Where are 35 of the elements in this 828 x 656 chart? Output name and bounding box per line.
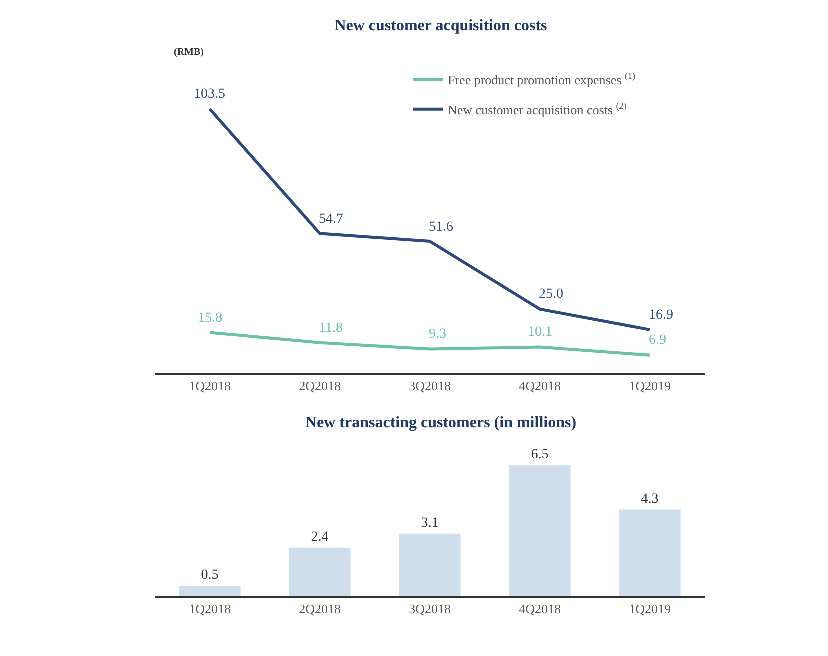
y-axis-title: (RMB) [174,47,204,58]
data-label: 25.0 [539,287,564,302]
data-label: 2.4 [311,530,329,545]
data-label: 11.8 [319,321,343,336]
bar [399,534,461,596]
bar [289,548,351,596]
data-label: 51.6 [429,220,454,235]
x-tick-label: 1Q2019 [629,602,671,617]
x-tick-label: 3Q2018 [409,378,451,394]
chart-title: New customer acquisition costs [334,18,548,35]
data-label: 103.5 [194,87,226,102]
x-tick-label: 1Q2019 [629,378,671,394]
x-tick-label: 1Q2018 [189,378,231,394]
data-label: 0.5 [201,568,219,583]
data-label: 54.7 [319,212,344,227]
x-tick-label: 4Q2018 [519,602,561,617]
bar [179,586,241,596]
data-label: 3.1 [421,516,439,531]
x-tick-label: 1Q2018 [189,602,231,617]
x-tick-label: 4Q2018 [519,378,561,394]
data-label: 6.9 [649,333,666,348]
data-label: 10.1 [528,325,552,340]
data-label: 16.9 [649,308,674,323]
bar [619,510,681,596]
legend-label: New customer acquisition costs $^{(2)}$ [448,101,627,118]
bar [509,466,571,596]
data-label: 15.8 [198,311,222,326]
legend-label: Free product promotion expenses $^{(1)}$ [448,71,636,88]
chart-title: New transacting customers (in millions) [305,414,577,432]
x-tick-label: 3Q2018 [409,602,451,617]
x-tick-label: 2Q2018 [299,378,341,394]
data-label: 6.5 [531,448,549,463]
data-label: 9.3 [429,327,446,342]
x-tick-label: 2Q2018 [299,602,341,617]
data-label: 4.3 [641,492,659,507]
